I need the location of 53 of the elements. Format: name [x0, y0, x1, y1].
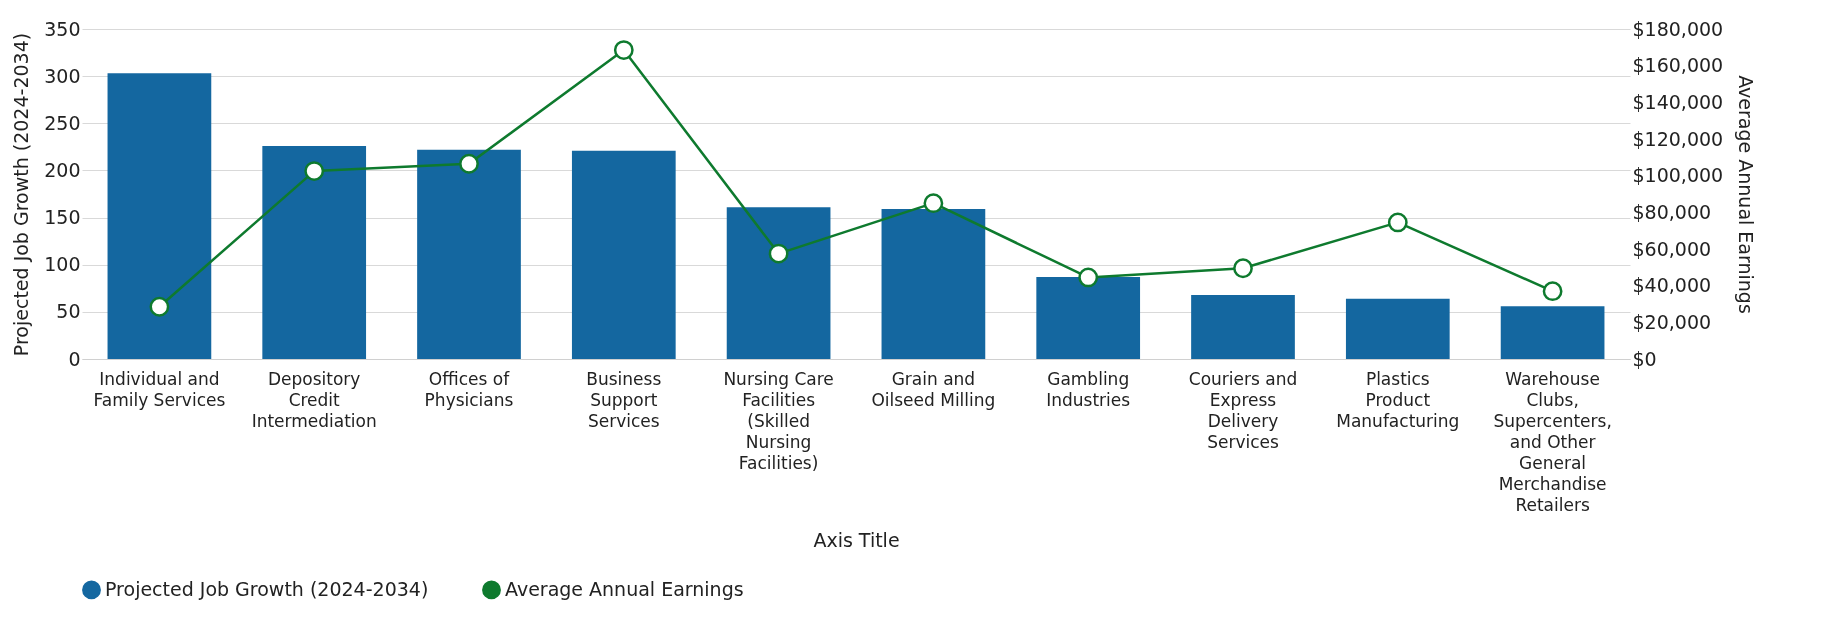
bar: [1036, 276, 1141, 359]
point: [1387, 212, 1408, 233]
point: [1078, 267, 1099, 288]
x-tick-label: Business Support Services: [586, 368, 662, 431]
x-tick-label: Individual and Family Services: [93, 368, 226, 410]
y2-tick-label: $0: [1632, 347, 1657, 370]
y-tick-label: 50: [56, 300, 81, 323]
point: [304, 161, 325, 181]
bar: [881, 209, 986, 359]
x-tick-label: Couriers and Express Delivery Services: [1188, 368, 1298, 452]
bar: [571, 150, 676, 359]
x-tick-label: Warehouse Clubs, Supercenters, and Other General Merchandise Retailers: [1493, 368, 1612, 515]
legend-label: Projected Job Growth (2024-2034): [105, 577, 429, 600]
y-tick-label: 350: [44, 17, 81, 40]
y2-tick-label: $140,000: [1632, 90, 1724, 113]
point: [613, 40, 634, 60]
x-tick-label: Depository Credit Intermediation: [251, 368, 377, 431]
bar: [107, 73, 212, 359]
x-tick-label: Grain and Oilseed Milling: [871, 368, 996, 410]
bar: [1345, 298, 1450, 359]
y-tick-label: 300: [44, 64, 81, 87]
y2-tick-label: $40,000: [1632, 274, 1712, 297]
x-tick-label: Nursing Care Facilities (Skilled Nursing Facilities): [723, 368, 834, 473]
x-tick-label: Offices of Physicians: [424, 368, 514, 410]
y-tick-label: 150: [44, 206, 81, 229]
y2-tick-label: $100,000: [1632, 164, 1724, 187]
y2-axis-title: Average Annual Earnings: [1735, 75, 1758, 314]
y-tick-label: 100: [44, 253, 81, 276]
bar: [1191, 294, 1295, 359]
point: [923, 193, 944, 214]
bar: [417, 149, 521, 359]
y-tick-label: 250: [44, 111, 81, 134]
legend-label: Average Annual Earnings: [505, 577, 744, 600]
y2-tick-label: $160,000: [1632, 54, 1724, 77]
y2-tick-label: $120,000: [1632, 127, 1724, 150]
bar: [262, 145, 367, 359]
point: [1233, 258, 1253, 279]
y-tick-label: 0: [68, 347, 81, 370]
bar: [726, 207, 831, 359]
x-tick-label: Gambling Industries: [1046, 368, 1131, 410]
y2-tick-label: $60,000: [1632, 237, 1712, 260]
point: [149, 296, 170, 317]
x-axis-title: Axis Title: [813, 528, 900, 551]
y-axis-title: Projected Job Growth (2024-2034): [10, 32, 33, 357]
point: [768, 243, 789, 264]
y2-tick-label: $180,000: [1632, 17, 1724, 40]
point: [459, 153, 479, 174]
y-tick-label: 200: [44, 158, 81, 181]
bar: [1500, 306, 1605, 359]
y2-tick-label: $80,000: [1632, 200, 1712, 223]
y2-tick-label: $20,000: [1632, 310, 1712, 333]
x-tick-label: Plastics Product Manufacturing: [1336, 368, 1460, 431]
point: [1542, 281, 1563, 302]
